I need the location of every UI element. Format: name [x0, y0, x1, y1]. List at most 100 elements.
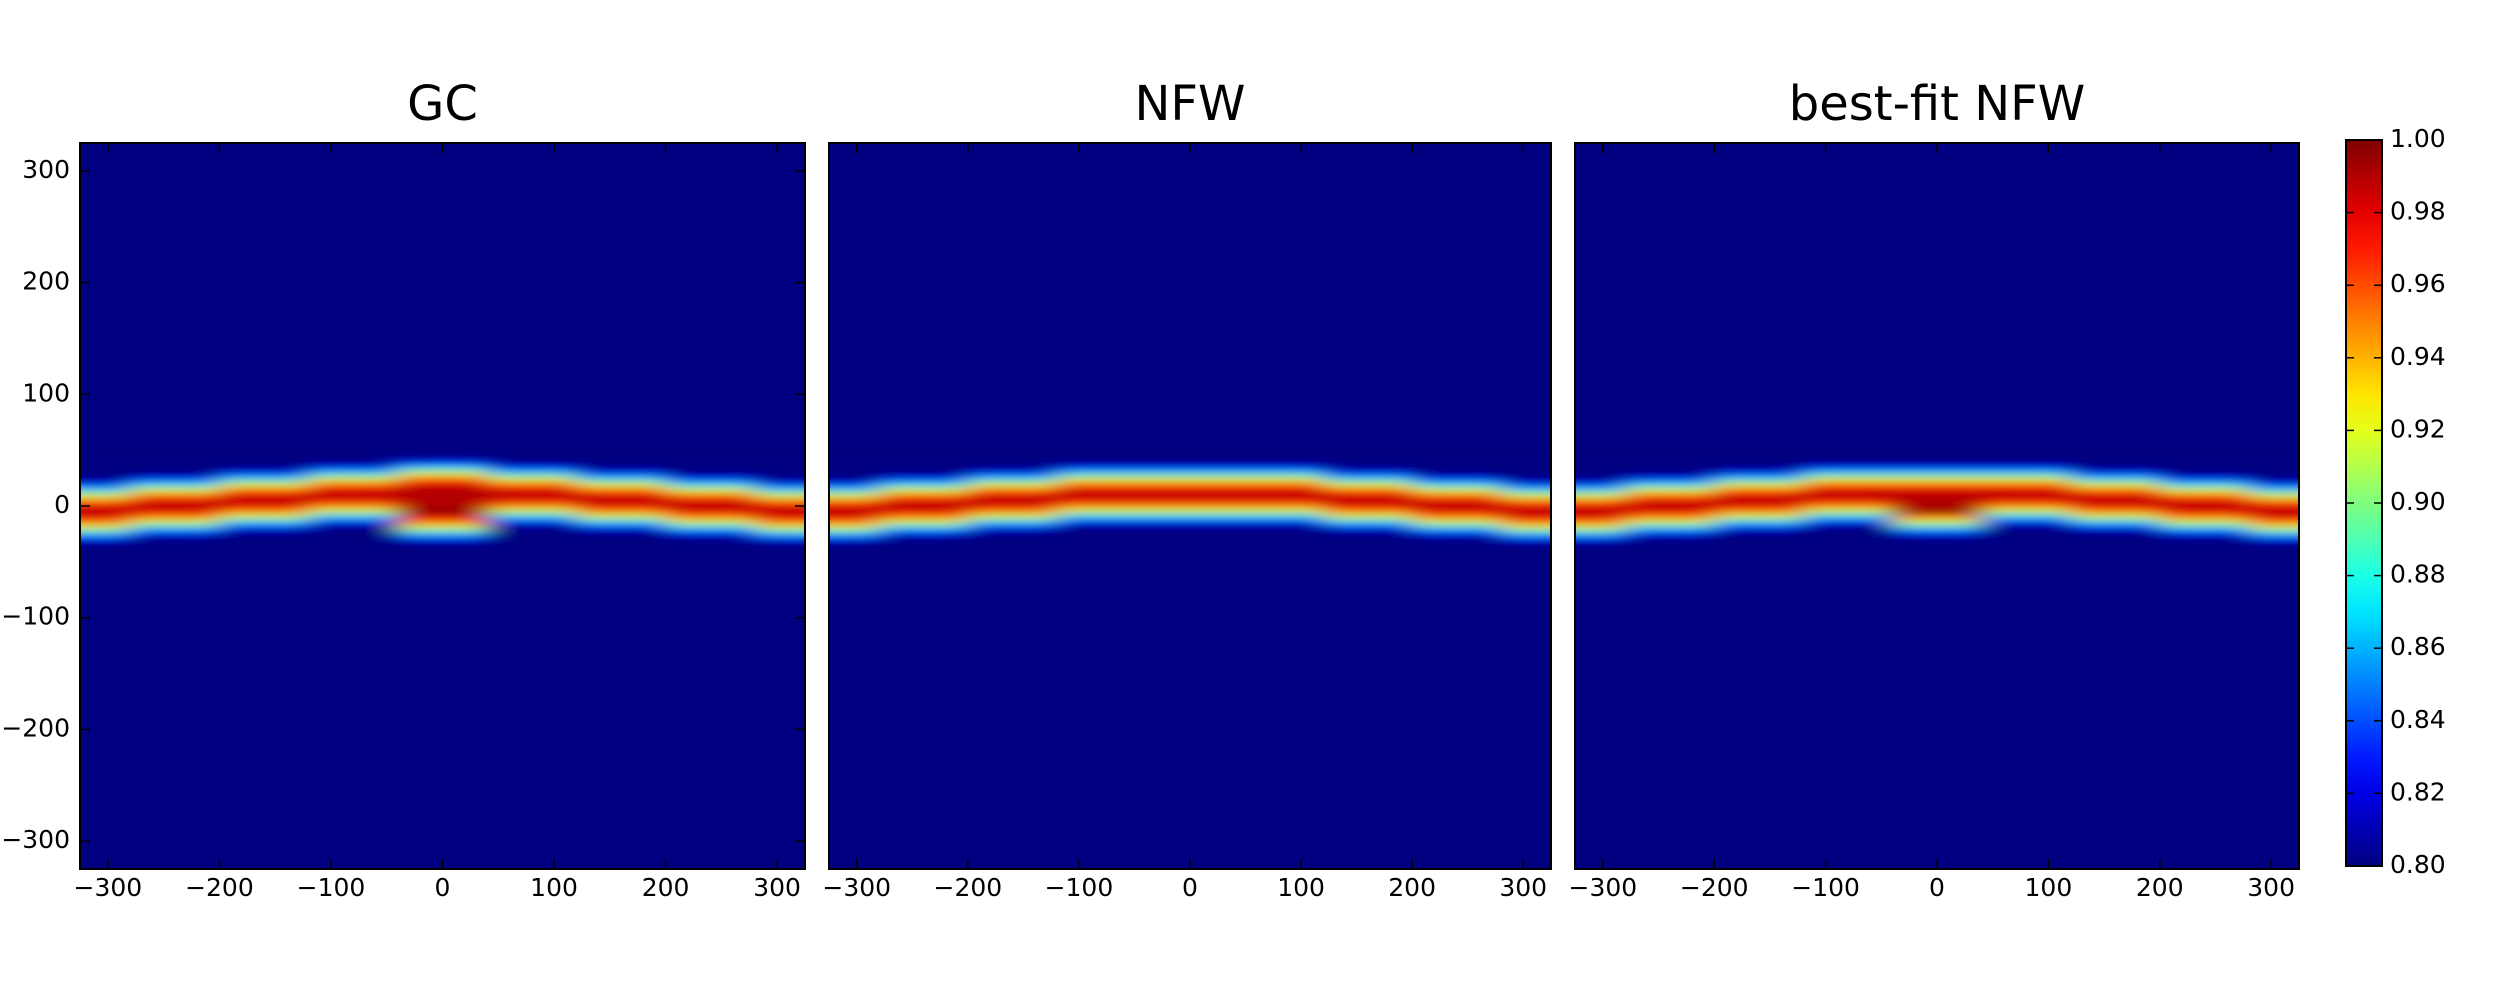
panel-title: NFW [1135, 76, 1246, 132]
heatmap-cell [1501, 503, 1551, 510]
heatmap-cell [397, 525, 488, 532]
heatmap-cell [487, 497, 577, 504]
heatmap-cell [1892, 458, 1983, 465]
heatmap-cell [1575, 469, 1626, 476]
heatmap-cell [1501, 492, 1551, 499]
heatmap-cell [665, 492, 756, 499]
heatmap-cell [2248, 497, 2299, 504]
heatmap-cell [80, 503, 131, 510]
heatmap-cell [1234, 458, 1324, 465]
heatmap-cell [130, 508, 220, 515]
heatmap-cell [487, 464, 577, 471]
heatmap-cell [1234, 464, 1324, 471]
x-tick-label: −300 [74, 873, 143, 902]
colorbar-tick-label: 1.00 [2390, 124, 2446, 153]
heatmap-cell [1145, 503, 1235, 510]
heatmap-cell [1981, 519, 2072, 527]
heatmap-cell [308, 547, 399, 554]
heatmap-cell [2070, 508, 2161, 515]
heatmap-cell [397, 547, 488, 554]
heatmap-cell [665, 464, 756, 471]
heatmap-cell [878, 475, 969, 482]
heatmap-cell [2070, 525, 2161, 532]
heatmap-cell [1981, 536, 2072, 543]
heatmap-cell [2248, 503, 2299, 510]
x-tick-label: −200 [934, 873, 1003, 902]
heatmap-cell [2159, 531, 2250, 538]
heatmap-cell [397, 536, 488, 543]
heatmap-cell [1056, 480, 1147, 487]
heatmap-cell [1234, 542, 1324, 549]
heatmap-cell [1714, 497, 1804, 504]
heatmap-cell [1803, 525, 1893, 532]
heatmap-cell [130, 542, 220, 549]
heatmap-cell [1501, 464, 1551, 471]
heatmap-cell [878, 469, 969, 476]
heatmap-cell [1323, 480, 1413, 487]
heatmap-cell [967, 514, 1058, 521]
heatmap-cell [1412, 469, 1502, 476]
x-tick-label: −300 [822, 873, 891, 902]
heatmap-cell [1412, 519, 1502, 527]
x-tick-label: −100 [297, 873, 366, 902]
heatmap-cell [1501, 536, 1551, 543]
heatmap-cell [665, 486, 756, 493]
heatmap-cell [754, 531, 805, 538]
heatmap-cell [1892, 531, 1983, 538]
heatmap-cell [576, 492, 667, 499]
heatmap-cell [1625, 497, 1715, 504]
heatmap-cell [1575, 464, 1626, 471]
heatmap-cell [1056, 525, 1147, 532]
heatmap-cell [1803, 469, 1893, 476]
heatmap-cell [487, 486, 577, 493]
heatmap-cell [1412, 492, 1502, 499]
heatmap-cell [1981, 464, 2072, 471]
heatmap-cell [1981, 547, 2072, 554]
heatmap-cell [1234, 503, 1324, 510]
heatmap-cell [878, 464, 969, 471]
heatmap-cell [308, 542, 399, 549]
heatmap-cell [308, 525, 399, 532]
heatmap-cell [487, 480, 577, 487]
heatmap-cell [1501, 475, 1551, 482]
heatmap-cell [1714, 458, 1804, 465]
heatmap-cell [1501, 497, 1551, 504]
heatmap-cell [219, 469, 310, 476]
heatmap-cell [2070, 547, 2161, 554]
heatmap-cell [576, 508, 667, 515]
heatmap-cell [1323, 547, 1413, 554]
heatmap-cell [754, 469, 805, 476]
heatmap-cell [1803, 519, 1893, 527]
heatmap-cell [130, 458, 220, 465]
y-tick-label: 0 [54, 490, 70, 519]
heatmap-cell [1981, 475, 2072, 482]
heatmap-cell [219, 508, 310, 515]
heatmap-cell [665, 519, 756, 527]
heatmap-cell [1714, 519, 1804, 527]
heatmap-cell [2070, 475, 2161, 482]
heatmap-cell [967, 519, 1058, 527]
heatmap-cell [1145, 542, 1235, 549]
heatmap-cell [80, 514, 131, 521]
heatmap-cell [1714, 469, 1804, 476]
heatmap-cell [397, 475, 488, 482]
heatmap-cell [878, 536, 969, 543]
heatmap-cell [80, 547, 131, 554]
heatmap-cell [2159, 458, 2250, 465]
heatmap-cell [1625, 508, 1715, 515]
heatmap-cell [1234, 508, 1324, 515]
heatmap-cell [829, 514, 880, 521]
colorbar-tick-label: 0.92 [2390, 414, 2446, 443]
heatmap-cell [308, 492, 399, 499]
heatmap-cell [1892, 519, 1983, 527]
heatmap-cell [878, 503, 969, 510]
heatmap-cell [130, 525, 220, 532]
heatmap-cell [1981, 469, 2072, 476]
heatmap-cell [2070, 480, 2161, 487]
heatmap-cell [1575, 531, 1626, 538]
heatmap-cell [878, 525, 969, 532]
heatmap-cell [1145, 519, 1235, 527]
heatmap-cell [2070, 531, 2161, 538]
heatmap-cell [2070, 519, 2161, 527]
heatmap-cell [2248, 536, 2299, 543]
